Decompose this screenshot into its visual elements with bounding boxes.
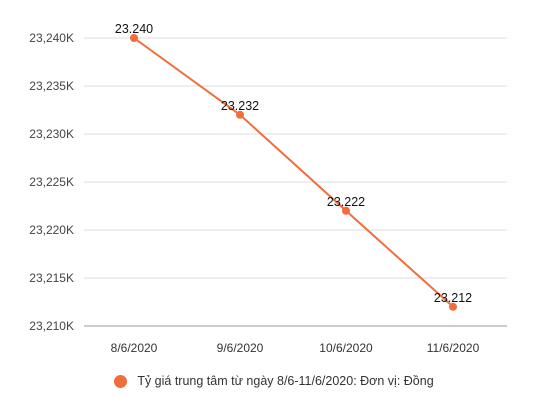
series-line <box>133 37 454 308</box>
data-label: 23.212 <box>434 291 472 305</box>
legend: Tỷ giá trung tâm từ ngày 8/6-11/6/2020: … <box>0 374 534 391</box>
y-tick-label: 23,215K <box>29 271 74 285</box>
data-label: 23.240 <box>115 22 153 36</box>
data-point <box>342 206 350 215</box>
legend-label: Tỷ giá trung tâm từ ngày 8/6-11/6/2020: … <box>137 374 434 388</box>
x-tick-label: 10/6/2020 <box>319 341 373 355</box>
y-tick-label: 23,235K <box>29 79 74 93</box>
data-labels: 23.240 23.232 23.222 23.212 <box>115 22 472 305</box>
y-tick-label: 23,225K <box>29 175 74 189</box>
x-tick-label: 8/6/2020 <box>111 341 158 355</box>
data-label: 23.232 <box>221 99 259 113</box>
y-tick-label: 23,230K <box>29 127 74 141</box>
y-tick-label: 23,210K <box>29 319 74 333</box>
x-axis-ticks: 8/6/2020 9/6/2020 10/6/2020 11/6/2020 <box>111 341 480 355</box>
data-point <box>130 34 138 42</box>
y-tick-label: 23,220K <box>29 223 74 237</box>
gridlines <box>84 37 507 327</box>
legend-marker-icon <box>114 374 128 388</box>
data-point <box>236 110 244 119</box>
legend-item[interactable]: Tỷ giá trung tâm từ ngày 8/6-11/6/2020: … <box>114 374 434 388</box>
data-point <box>449 302 457 311</box>
x-tick-label: 11/6/2020 <box>427 341 480 355</box>
y-axis-ticks: 23,210K 23,215K 23,220K 23,225K 23,230K 23,23… <box>29 31 74 333</box>
data-label: 23.222 <box>327 195 365 209</box>
x-tick-label: 9/6/2020 <box>217 341 264 355</box>
series-line-group <box>130 34 457 311</box>
y-tick-label: 23,240K <box>29 31 74 45</box>
